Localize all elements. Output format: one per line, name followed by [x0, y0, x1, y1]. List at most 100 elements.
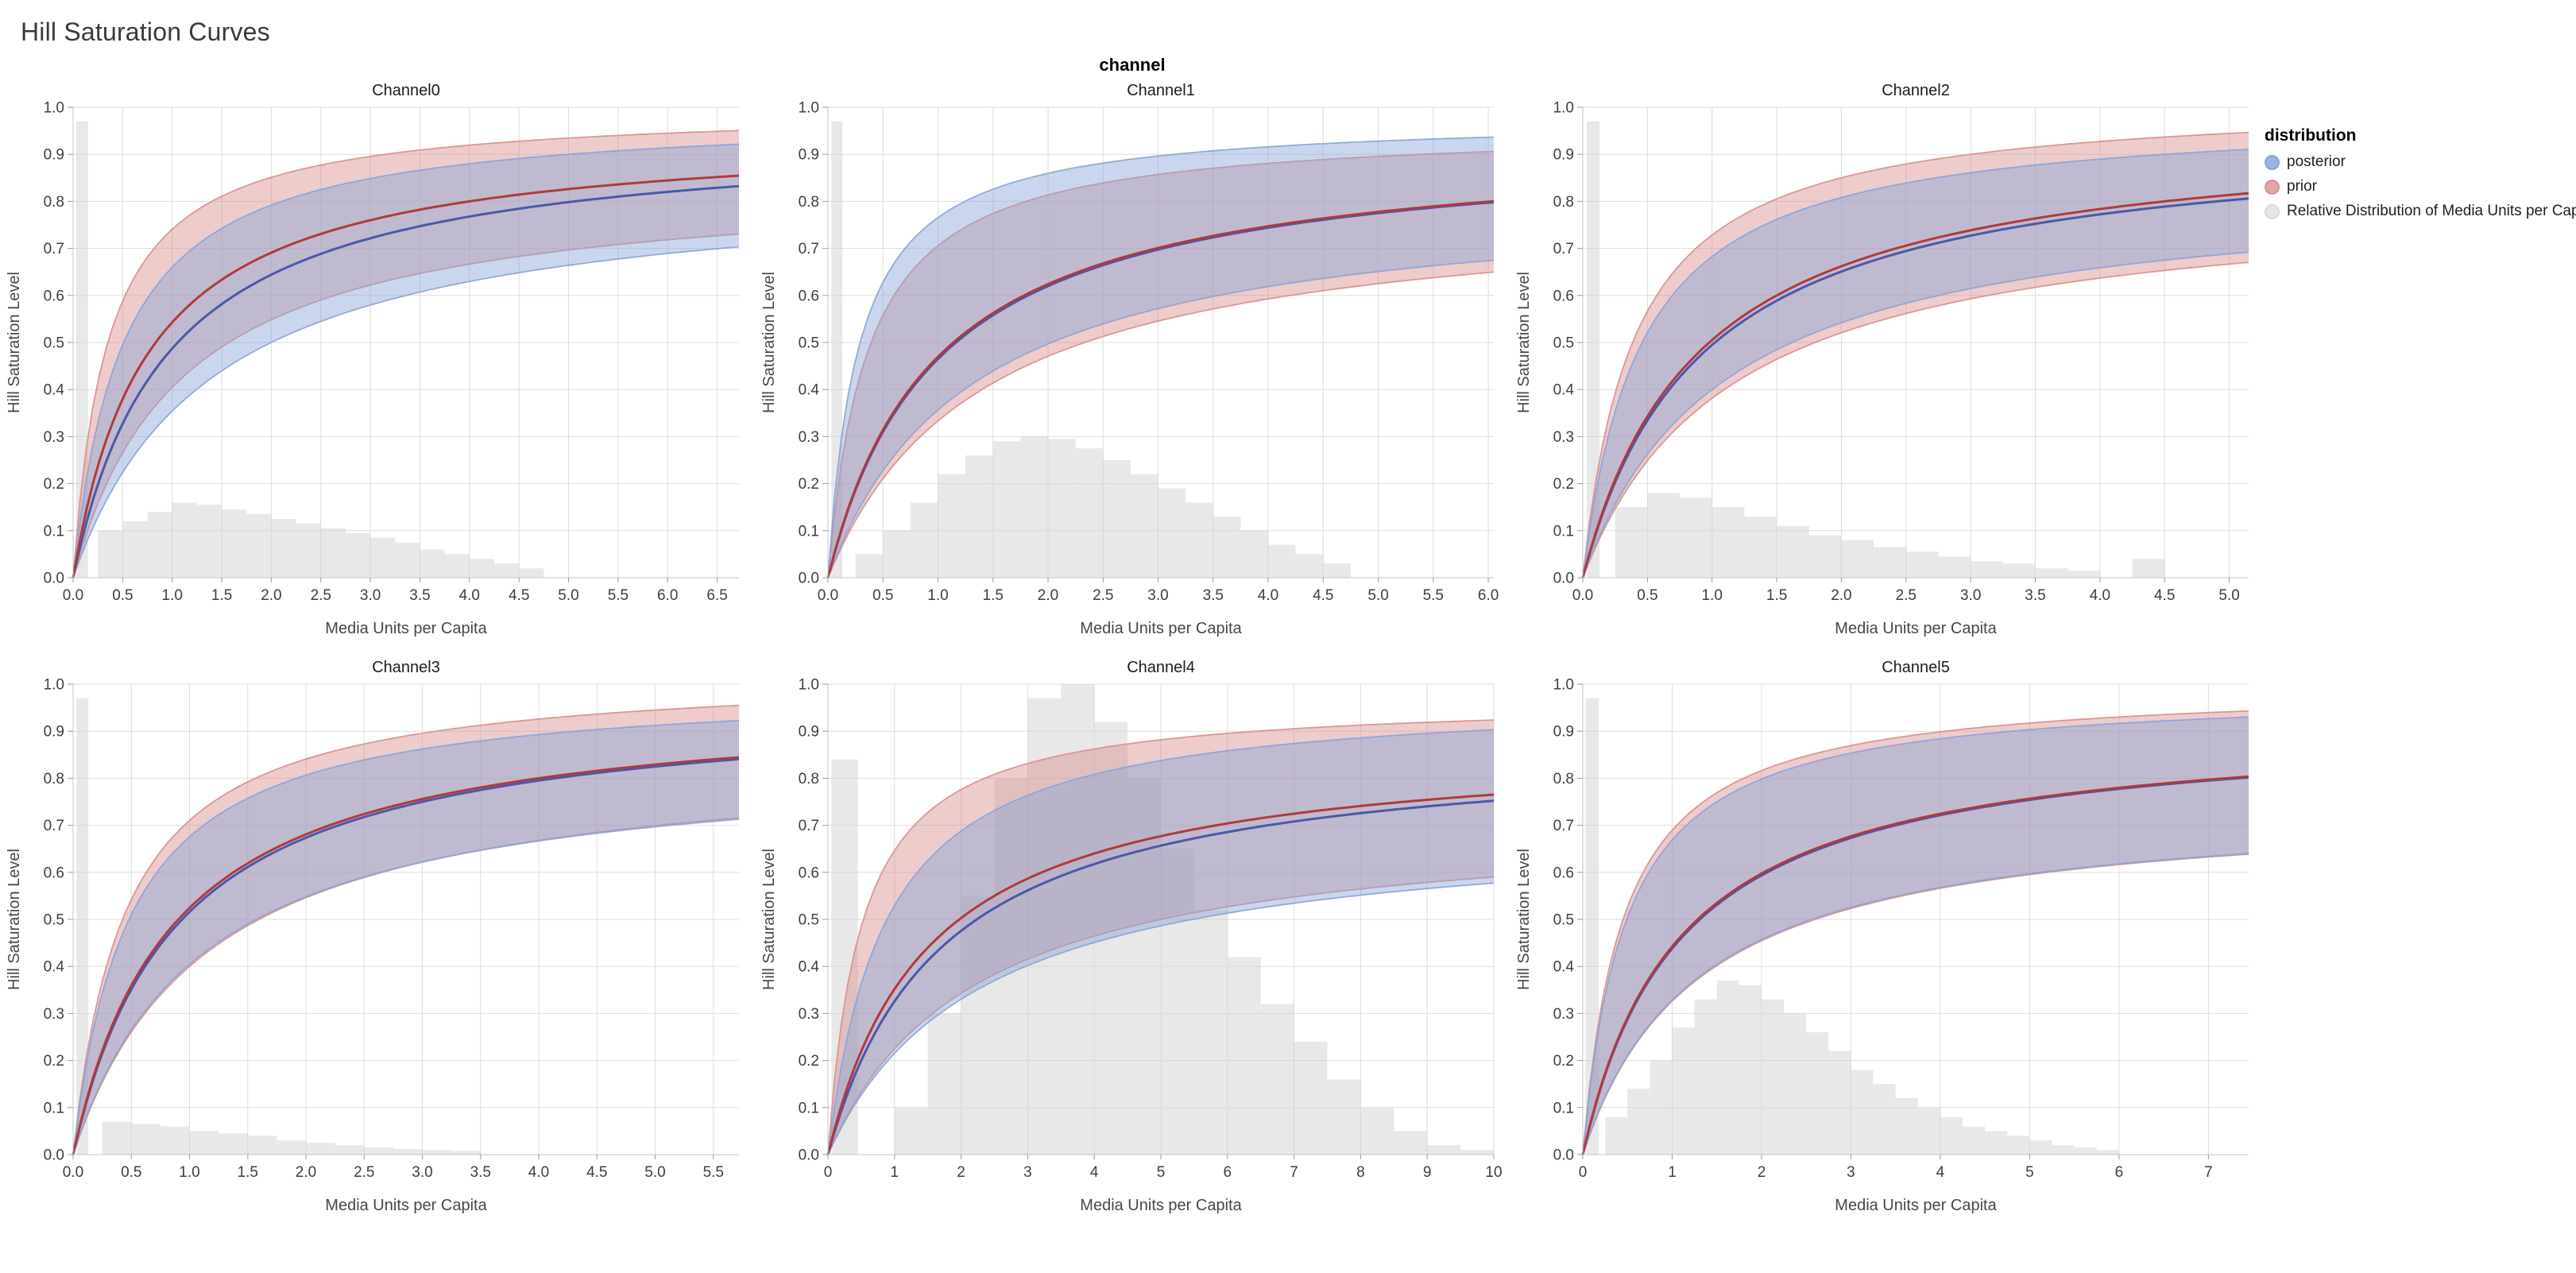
- histogram-bar: [98, 530, 123, 578]
- x-axis-title: Media Units per Capita: [325, 1197, 487, 1214]
- histogram-bar: [2052, 1145, 2075, 1155]
- histogram-bar: [1294, 1041, 1328, 1155]
- histogram-bar: [1360, 1107, 1394, 1155]
- prior-band-lower-edge: [72, 233, 740, 578]
- media-units-histogram: [76, 698, 481, 1155]
- axes: 0.0 0.5 1.0 1.5 2.0 2.5 3.0 3.5 4.0 4.5 5.0 5.5 6.0 6…: [44, 100, 739, 604]
- histogram-bar: [1841, 540, 1874, 578]
- histogram-bar: [131, 1124, 161, 1155]
- histogram-bar: [196, 505, 222, 578]
- svg-text:0.0: 0.0: [44, 1147, 64, 1164]
- histogram-bar: [1895, 1098, 1918, 1155]
- histogram-bar: [1712, 507, 1745, 578]
- svg-text:5.5: 5.5: [608, 587, 629, 604]
- histogram-bar: [894, 1107, 928, 1155]
- posterior-mean-line: [826, 201, 1495, 578]
- histogram-bar: [306, 1143, 335, 1155]
- histogram-bar: [2029, 1140, 2052, 1155]
- histogram-bar: [1295, 554, 1324, 578]
- svg-text:0.5: 0.5: [1637, 587, 1657, 604]
- y-axis-title: Hill Saturation Level: [760, 272, 778, 413]
- svg-text:0.0: 0.0: [63, 1164, 83, 1181]
- svg-text:3.0: 3.0: [1960, 587, 1981, 604]
- content: 0.0 0.5 1.0 1.5 2.0 2.5 3.0 3.5 4.0 4.5 5.0 5.5 6.0 6…: [0, 75, 2576, 1229]
- legend-items: posterior prior Relative Distribution of M…: [2265, 153, 2576, 220]
- axes: 0.0 0.5 1.0 1.5 2.0 2.5 3.0 3.5 4.0 4.5 5.0 5.50.00…: [44, 677, 739, 1181]
- svg-text:0.0: 0.0: [63, 587, 83, 604]
- y-axis-title: Hill Saturation Level: [760, 849, 778, 990]
- svg-text:1.5: 1.5: [211, 587, 232, 604]
- svg-text:2.5: 2.5: [1093, 587, 1113, 604]
- chart-title: Channel5: [1882, 659, 1950, 676]
- svg-text:0.0: 0.0: [799, 571, 819, 587]
- histogram-bar: [1075, 448, 1104, 578]
- histogram-bar: [883, 530, 911, 578]
- svg-text:1.5: 1.5: [238, 1164, 258, 1181]
- histogram-bar: [1327, 1079, 1361, 1155]
- svg-text:0.9: 0.9: [1553, 724, 1574, 741]
- svg-text:2.5: 2.5: [311, 587, 331, 604]
- svg-text:1.0: 1.0: [1553, 677, 1574, 694]
- svg-text:0.3: 0.3: [799, 429, 819, 446]
- svg-text:0.1: 0.1: [799, 1100, 819, 1116]
- histogram-bar: [1694, 999, 1717, 1155]
- histogram-bar: [160, 1126, 190, 1155]
- svg-text:6: 6: [2115, 1164, 2124, 1181]
- svg-text:0.0: 0.0: [1572, 587, 1593, 604]
- histogram-bar: [222, 509, 247, 578]
- svg-text:2: 2: [1758, 1164, 1766, 1181]
- svg-text:6.0: 6.0: [657, 587, 678, 604]
- histogram-bar: [910, 502, 938, 578]
- prior-band-upper-edge: [827, 150, 1495, 578]
- histogram-bar: [1963, 1126, 1986, 1155]
- posterior-credible-band: [73, 144, 739, 578]
- axes: 0 1 2 3 4 5 6 7 8 9 100.00.10.20.30.40.50.60.70.80…: [799, 677, 1503, 1182]
- histogram-bar: [961, 896, 995, 1155]
- posterior-credible-band: [1583, 717, 2249, 1155]
- svg-text:4.5: 4.5: [509, 587, 529, 604]
- svg-text:0.1: 0.1: [44, 523, 64, 540]
- svg-text:0.5: 0.5: [121, 1164, 141, 1181]
- x-axis: 0 1 2 3 4 5 6 7 8 9 10: [824, 1155, 1503, 1181]
- svg-text:0.7: 0.7: [799, 818, 819, 834]
- x-axis-title: Media Units per Capita: [1080, 1197, 1242, 1214]
- histogram-bar: [927, 1013, 961, 1155]
- svg-text:0: 0: [824, 1164, 833, 1181]
- histogram-spike-bar: [76, 698, 89, 1155]
- histogram-bar: [2007, 1136, 2030, 1155]
- svg-text:0.2: 0.2: [1553, 1053, 1574, 1070]
- x-axis: 0 1 2 3 4 5 6 7: [1579, 1155, 2213, 1181]
- svg-text:0.3: 0.3: [799, 1006, 819, 1023]
- histogram-bar: [1828, 1051, 1851, 1155]
- histogram-bar: [494, 563, 520, 578]
- histogram-bar: [122, 521, 148, 578]
- posterior-band-upper-edge: [827, 729, 1495, 1155]
- svg-text:1.0: 1.0: [1701, 587, 1722, 604]
- svg-text:0.4: 0.4: [799, 382, 820, 399]
- svg-text:6.0: 6.0: [1478, 587, 1499, 604]
- svg-text:5.0: 5.0: [644, 1164, 665, 1181]
- y-axis-title: Hill Saturation Level: [1515, 849, 1533, 990]
- histogram-bar: [1020, 436, 1048, 578]
- svg-text:3.5: 3.5: [470, 1164, 491, 1181]
- prior-mean-line: [72, 756, 740, 1155]
- prior-band-lower-edge: [1582, 261, 2249, 578]
- histogram-bar: [938, 474, 966, 578]
- posterior-mean-line: [826, 799, 1495, 1155]
- svg-text:1.0: 1.0: [927, 587, 948, 604]
- histogram-bar: [345, 532, 371, 578]
- chart-channel1: 0.0 0.5 1.0 1.5 2.0 2.5 3.0 3.5 4.0 4.5 5.0 5.5 6.00…: [760, 82, 1499, 637]
- svg-text:0.8: 0.8: [1553, 194, 1574, 211]
- histogram-bar: [271, 519, 296, 578]
- svg-text:0.0: 0.0: [44, 571, 64, 587]
- svg-text:6.5: 6.5: [706, 587, 727, 604]
- svg-text:5.0: 5.0: [2218, 587, 2239, 604]
- prior-mean-line: [1581, 192, 2249, 578]
- svg-text:4.5: 4.5: [586, 1164, 607, 1181]
- histogram-bar: [1103, 460, 1131, 578]
- histogram-bar: [1672, 1027, 1695, 1155]
- histogram-bar: [1027, 698, 1062, 1155]
- histogram-bar: [296, 523, 321, 578]
- svg-text:4: 4: [1936, 1164, 1945, 1181]
- histogram-bar: [1048, 439, 1076, 578]
